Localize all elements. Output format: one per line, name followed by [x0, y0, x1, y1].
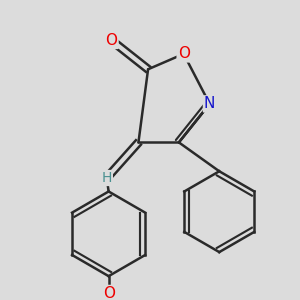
Text: O: O: [178, 46, 190, 62]
Text: O: O: [106, 33, 118, 48]
Text: O: O: [103, 286, 115, 300]
Text: N: N: [204, 96, 215, 111]
Text: H: H: [101, 171, 112, 185]
